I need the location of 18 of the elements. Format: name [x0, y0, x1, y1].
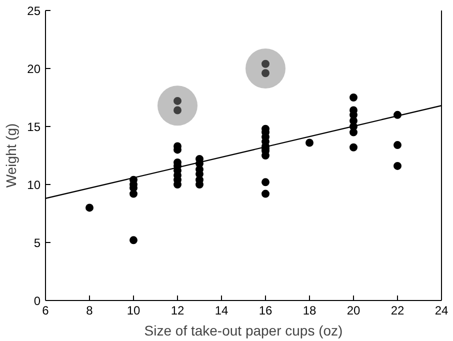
x-tick-label: 10: [126, 304, 140, 318]
y-tick-label: 15: [27, 120, 41, 134]
x-axis-title: Size of take-out paper cups (oz): [144, 322, 343, 338]
x-tick-label: 14: [214, 304, 228, 318]
x-tick-label: 6: [42, 304, 50, 318]
x-tick-label: 18: [302, 304, 316, 318]
y-tick-label: 5: [34, 236, 41, 250]
x-tick-label: 24: [434, 304, 448, 318]
y-axis-title: Weight (g): [3, 123, 20, 188]
x-tick-label: 8: [86, 304, 94, 318]
x-tick-label: 16: [258, 304, 272, 318]
y-tick-label: 25: [27, 4, 41, 18]
x-tick-label: 12: [170, 304, 184, 318]
y-tick-label: 10: [27, 178, 41, 192]
y-tick-label: 0: [34, 294, 41, 308]
x-tick-label: 20: [346, 304, 360, 318]
y-tick-label: 20: [27, 62, 41, 76]
x-tick-label: 22: [390, 304, 404, 318]
